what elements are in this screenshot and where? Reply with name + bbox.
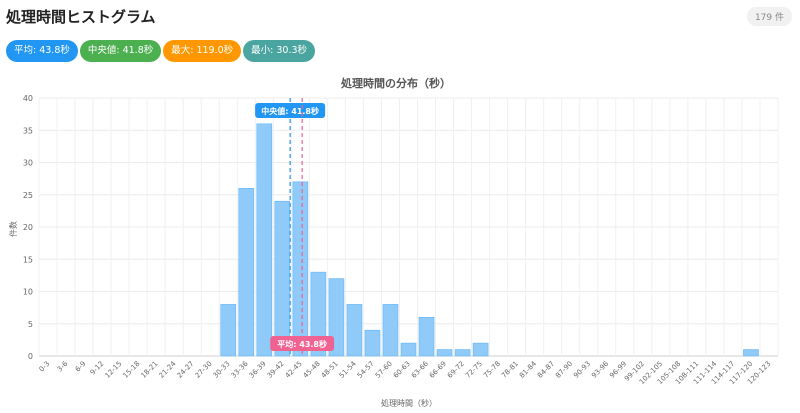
- y-tick-label: 35: [23, 126, 33, 135]
- histogram-bar: [382, 304, 399, 357]
- header: 処理時間ヒストグラム 179 件: [6, 4, 792, 26]
- x-tick-label: 27-30: [194, 360, 214, 380]
- page-title: 処理時間ヒストグラム: [6, 8, 156, 26]
- x-tick-label: 18-21: [140, 360, 160, 380]
- x-tick-label: 15-18: [122, 360, 142, 380]
- min-pill: 最小: 30.3秒: [243, 40, 316, 62]
- x-tick-label: 12-15: [103, 360, 123, 380]
- x-tick-label: 66-69: [428, 360, 448, 380]
- histogram-bar: [436, 349, 453, 357]
- x-tick-label: 63-66: [410, 359, 430, 379]
- x-tick-label: 45-48: [302, 360, 322, 380]
- x-tick-label: 3-6: [56, 359, 70, 373]
- x-tick-label: 60-63: [392, 360, 412, 380]
- histogram-bar: [274, 200, 291, 357]
- x-tick-label: 36-39: [248, 360, 268, 380]
- x-tick-label: 39-42: [266, 360, 286, 380]
- x-tick-label: 30-33: [212, 360, 232, 380]
- x-tick-label: 42-45: [284, 360, 304, 380]
- y-tick-label: 20: [23, 223, 33, 232]
- chart-title: 処理時間の分布（秒）: [340, 76, 451, 90]
- x-tick-label: 48-51: [320, 360, 340, 380]
- x-tick-label: 75-78: [482, 360, 502, 380]
- x-tick-label: 72-75: [464, 360, 484, 380]
- x-tick-label: 81-84: [518, 359, 538, 379]
- y-tick-label: 30: [23, 159, 33, 168]
- y-tick-label: 15: [23, 255, 33, 264]
- x-tick-label: 87-90: [554, 360, 574, 380]
- max-pill: 最大: 119.0秒: [163, 40, 242, 62]
- x-tick-label: 69-72: [446, 360, 466, 380]
- x-tick-label: 21-24: [158, 359, 178, 379]
- y-tick-label: 25: [23, 191, 33, 200]
- x-tick-label: 24-27: [176, 360, 196, 380]
- y-tick-label: 0: [28, 352, 33, 361]
- histogram-bar: [346, 304, 363, 357]
- histogram-bar: [256, 123, 273, 357]
- y-tick-label: 5: [28, 320, 33, 329]
- x-tick-label: 51-54: [338, 359, 358, 379]
- x-tick-label: 84-87: [536, 360, 556, 380]
- histogram-bar: [472, 342, 489, 357]
- x-tick-label: 6-9: [74, 360, 88, 374]
- histogram-bar: [364, 329, 381, 357]
- histogram-bar: [238, 188, 255, 357]
- histogram-bar: [454, 349, 471, 357]
- y-tick-label: 10: [23, 288, 33, 297]
- count-badge: 179 件: [746, 7, 792, 26]
- x-tick-label: 57-60: [374, 360, 394, 380]
- reference-label-box: [270, 336, 335, 351]
- histogram-chart: 処理時間の分布（秒） 件数 処理時間（秒） 0 5 10 15 20 25 30 35 40 0-…: [8, 76, 779, 408]
- y-axis-label: 件数: [8, 221, 18, 237]
- x-tick-label: 78-81: [500, 360, 520, 380]
- stats-bar: 平均: 43.8秒 中央値: 41.8秒 最大: 119.0秒 最小: 30.3…: [6, 40, 316, 62]
- reference-label-box: [255, 103, 326, 118]
- histogram-bar: [743, 349, 759, 357]
- histogram-bar: [310, 271, 327, 357]
- x-axis-label: 処理時間（秒）: [381, 398, 437, 408]
- x-tick-label: 0-3: [38, 360, 52, 374]
- x-tick-label: 54-57: [356, 360, 376, 380]
- x-tick-label: 90-93: [572, 360, 592, 380]
- mean-pill: 平均: 43.8秒: [6, 40, 78, 62]
- median-pill: 中央値: 41.8秒: [79, 40, 162, 62]
- histogram-bar: [292, 181, 309, 357]
- histogram-bar: [220, 304, 237, 357]
- histogram-bar: [400, 342, 417, 357]
- reference-label: 中央値: 41.8秒: [261, 106, 319, 116]
- x-tick-label: 93-96: [590, 359, 610, 379]
- y-tick-label: 40: [23, 94, 33, 103]
- x-tick-label: 33-36: [230, 359, 250, 379]
- reference-label: 平均: 43.8秒: [277, 339, 327, 349]
- histogram-bar: [418, 317, 435, 357]
